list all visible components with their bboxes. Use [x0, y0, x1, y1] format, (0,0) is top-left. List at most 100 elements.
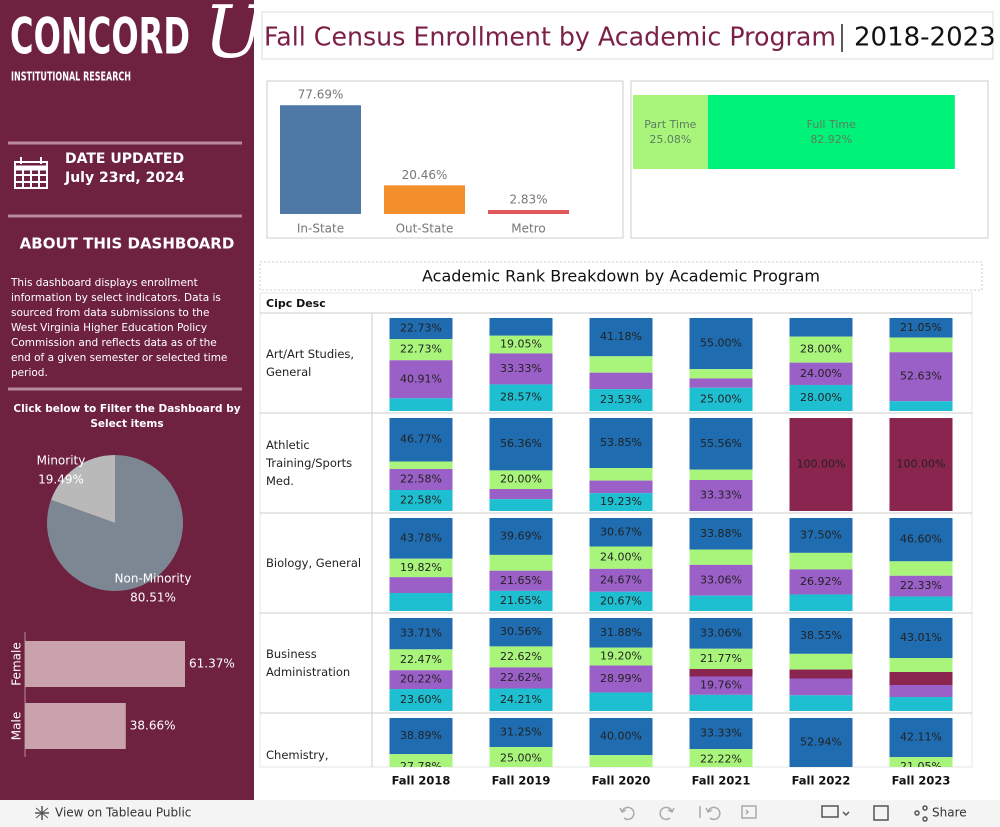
bar-segment — [889, 684, 953, 697]
segment-label: 55.56% — [700, 437, 742, 450]
segment-label: 28.99% — [600, 672, 642, 685]
bar-segment — [489, 335, 553, 354]
bar-segment — [389, 318, 453, 340]
x-tick-label: Fall 2018 — [392, 774, 451, 788]
bar — [488, 210, 569, 214]
segment-label: 25.00% — [700, 392, 742, 405]
page-years: 2018-2023 — [854, 23, 996, 53]
segment-label: 21.65% — [500, 594, 542, 607]
segment-label: 28.57% — [500, 391, 542, 404]
bar-segment — [589, 546, 653, 569]
bar-segment — [389, 593, 453, 611]
bar-label: 38.66% — [130, 719, 176, 733]
segment-label: 22.62% — [500, 671, 542, 684]
segment-label: 23.53% — [600, 393, 642, 406]
bar-segment — [789, 618, 853, 654]
segment-label: 19.23% — [600, 495, 642, 508]
bar-segment — [889, 575, 953, 597]
bar-segment — [489, 688, 553, 712]
bar-segment — [589, 372, 653, 390]
segment-label: 30.67% — [600, 525, 642, 538]
page-title: Fall Census Enrollment by Academic Progr… — [264, 23, 836, 53]
bar-segment — [689, 595, 753, 611]
bar-segment — [589, 389, 653, 412]
bar-segment — [489, 518, 553, 555]
bar-segment — [689, 518, 753, 550]
bar-segment — [589, 665, 653, 693]
bar-segment — [789, 318, 853, 337]
category-label: Metro — [511, 222, 545, 236]
bar-segment — [389, 468, 453, 490]
segment-label: 41.18% — [600, 330, 642, 343]
segment-label: 24.67% — [600, 573, 642, 586]
bar-segment — [489, 747, 553, 767]
segment-label: 20.00% — [500, 473, 542, 486]
footer-bar — [0, 800, 1000, 827]
bar-segment — [589, 692, 653, 711]
bar-segment — [589, 318, 653, 357]
bar-segment — [689, 648, 753, 669]
segment-label: 52.94% — [800, 736, 842, 749]
rank-plot: 22.73% 22.73% 40.91% 19.05% 33.33% 28.57% 41.1… — [260, 318, 972, 773]
segment-label: 19.76% — [700, 679, 742, 692]
bar-segment — [789, 362, 853, 385]
x-tick-label: Fall 2019 — [492, 774, 551, 788]
category-label: Out-State — [396, 222, 454, 236]
segment-label: 42.11% — [900, 731, 942, 744]
bar-segment — [389, 518, 453, 559]
segment-label: 27.78% — [400, 760, 442, 773]
bar-segment — [389, 461, 453, 469]
bar-segment — [689, 469, 753, 481]
segment-label: 46.60% — [900, 533, 942, 546]
toolbar-icons — [619, 805, 928, 822]
segment-label: 22.73% — [400, 343, 442, 356]
bar-segment — [889, 718, 953, 758]
bar-segment — [589, 618, 653, 648]
bar-segment — [589, 647, 653, 666]
bar-segment — [689, 369, 753, 379]
bar-segment — [389, 339, 453, 361]
bar — [25, 641, 185, 687]
segment-label: 31.25% — [500, 726, 542, 739]
about-title: ABOUT THIS DASHBOARD — [20, 235, 235, 253]
bar-segment — [389, 360, 453, 399]
bar-segment — [389, 558, 453, 578]
header-box — [261, 11, 994, 60]
segment-label: 21.05% — [900, 321, 942, 334]
bar-segment — [689, 418, 753, 470]
bar-segment — [789, 594, 853, 611]
bar-segment — [689, 676, 753, 695]
bar-segment — [889, 657, 953, 672]
segment-label: 26.92% — [800, 575, 842, 588]
bar-segment — [389, 398, 453, 412]
bar-segment — [389, 649, 453, 671]
segment-label: 21.05% — [900, 760, 942, 773]
bar-segment — [489, 618, 553, 647]
bar-segment — [889, 401, 953, 411]
filter-hint: Click below to Filter the Dashboard by S… — [13, 403, 241, 430]
bar-segment — [889, 596, 953, 611]
x-tick-label: Fall 2022 — [792, 774, 851, 788]
logo-mark: U — [204, 0, 267, 74]
bar-segment — [589, 480, 653, 494]
bar-segment — [889, 696, 953, 711]
bar-segment — [589, 356, 653, 373]
tableau-link[interactable]: View on Tableau Public — [55, 806, 191, 820]
row-label: Athletic Training/Sports Med. — [266, 438, 353, 488]
bar-segment — [689, 694, 753, 711]
segment-label: 43.78% — [400, 531, 442, 544]
share-button[interactable]: Share — [932, 806, 967, 820]
bar-segment — [689, 618, 753, 649]
segment-label: 37.50% — [800, 528, 842, 541]
bar-segment — [689, 748, 753, 767]
row-label: Chemistry, — [266, 748, 329, 762]
segment-label: 22.47% — [400, 653, 442, 666]
bar-segment — [689, 668, 753, 677]
bar-segment — [489, 489, 553, 500]
bar-segment — [889, 757, 953, 767]
bar-segment — [389, 418, 453, 462]
slice-label: Minority — [37, 454, 86, 468]
bar-segment — [589, 591, 653, 612]
